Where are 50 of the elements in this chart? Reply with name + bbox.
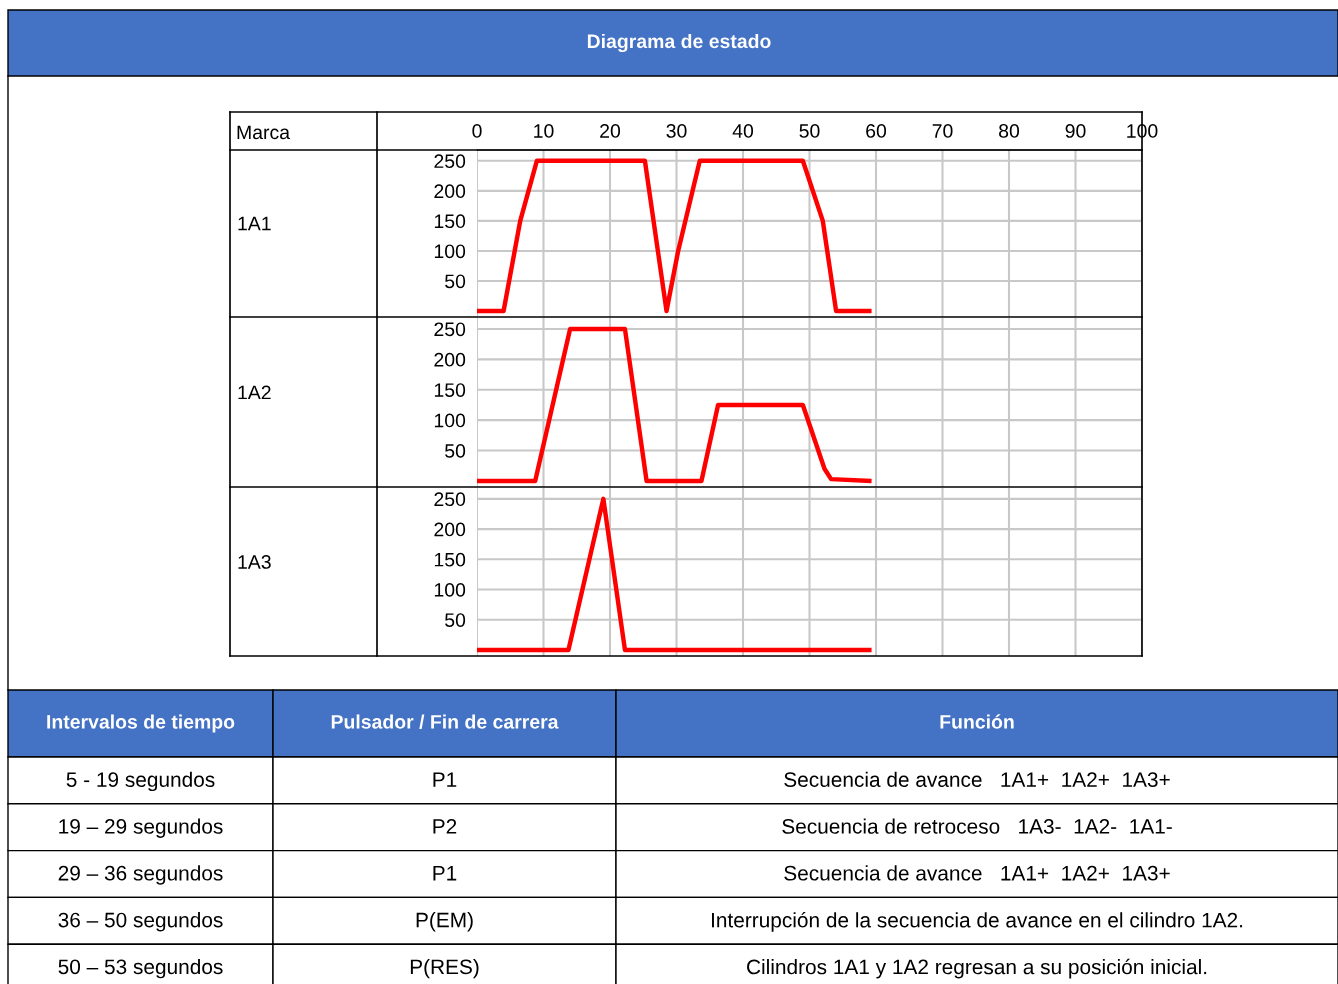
y-axis-title: 1A2 [238,385,271,400]
x-tick-label: 70 [932,124,953,138]
text: P2 [433,819,457,834]
text: Secuencia de retroceso 1A3- 1A2- 1A1- [782,818,1172,834]
x-tick-label: 10 [534,124,554,138]
y-tick-label: 150 [434,383,466,397]
text: Cilindros 1A1 y 1A2 regresan a su posición inicial. [747,958,1207,979]
y-tick-label: 50 [445,274,466,289]
y-tick-label: 100 [434,244,466,259]
text: P(EM) [416,912,473,932]
text: Interrupción de la secuencia de avance en el cilindro 1A2. [711,911,1243,932]
x-tick-label: 50 [799,124,820,138]
text: P1 [433,772,457,787]
y-tick-label: 150 [434,214,466,229]
x-tick-label: 80 [999,124,1020,138]
y-tick-label: 250 [434,154,466,169]
y-tick-label: 200 [434,522,466,537]
y-tick-label: 250 [434,492,466,507]
text: Marca [237,125,291,140]
y-tick-label: 150 [434,552,466,567]
y-tick-label: 200 [434,352,466,367]
x-tick-label: 40 [732,124,754,138]
x-tick-label: 20 [600,124,621,138]
text: 19 – 29 segundos [59,818,223,838]
y-tick-label: 200 [434,184,466,199]
line-series [477,326,872,484]
y-tick-label: 250 [434,322,466,337]
text: Secuencia de avance 1A1+ 1A2+ 1A3+ [784,771,1170,787]
x-tick-label: 90 [1065,124,1086,138]
text: 29 – 36 segundos [58,865,223,885]
chart-title: Diagrama de estado [587,33,771,53]
y-tick-label: 100 [434,413,466,428]
y-tick-label: 50 [445,443,466,458]
y-tick-label: 50 [445,613,466,627]
y-tick-label: 100 [434,582,466,597]
text: 36 – 50 segundos [58,912,223,932]
x-tick-label: 60 [866,124,887,138]
category-label: Función [940,714,1014,729]
category-label: Intervalos de tiempo [47,714,235,733]
x-tick-label: 30 [666,124,687,138]
x-tick-label: 0 [472,124,482,138]
text: P(RES) [410,958,479,979]
text: 5 - 19 segundos [66,771,215,792]
text: Secuencia de avance 1A1+ 1A2+ 1A3+ [784,865,1170,881]
y-axis-title: 1A1 [238,216,271,231]
category-label: Pulsador / Fin de carrera [331,714,559,729]
y-axis-title: 1A3 [238,555,271,569]
text: 50 – 53 segundos [58,958,223,979]
line-series [477,158,872,314]
text: P1 [433,866,457,881]
